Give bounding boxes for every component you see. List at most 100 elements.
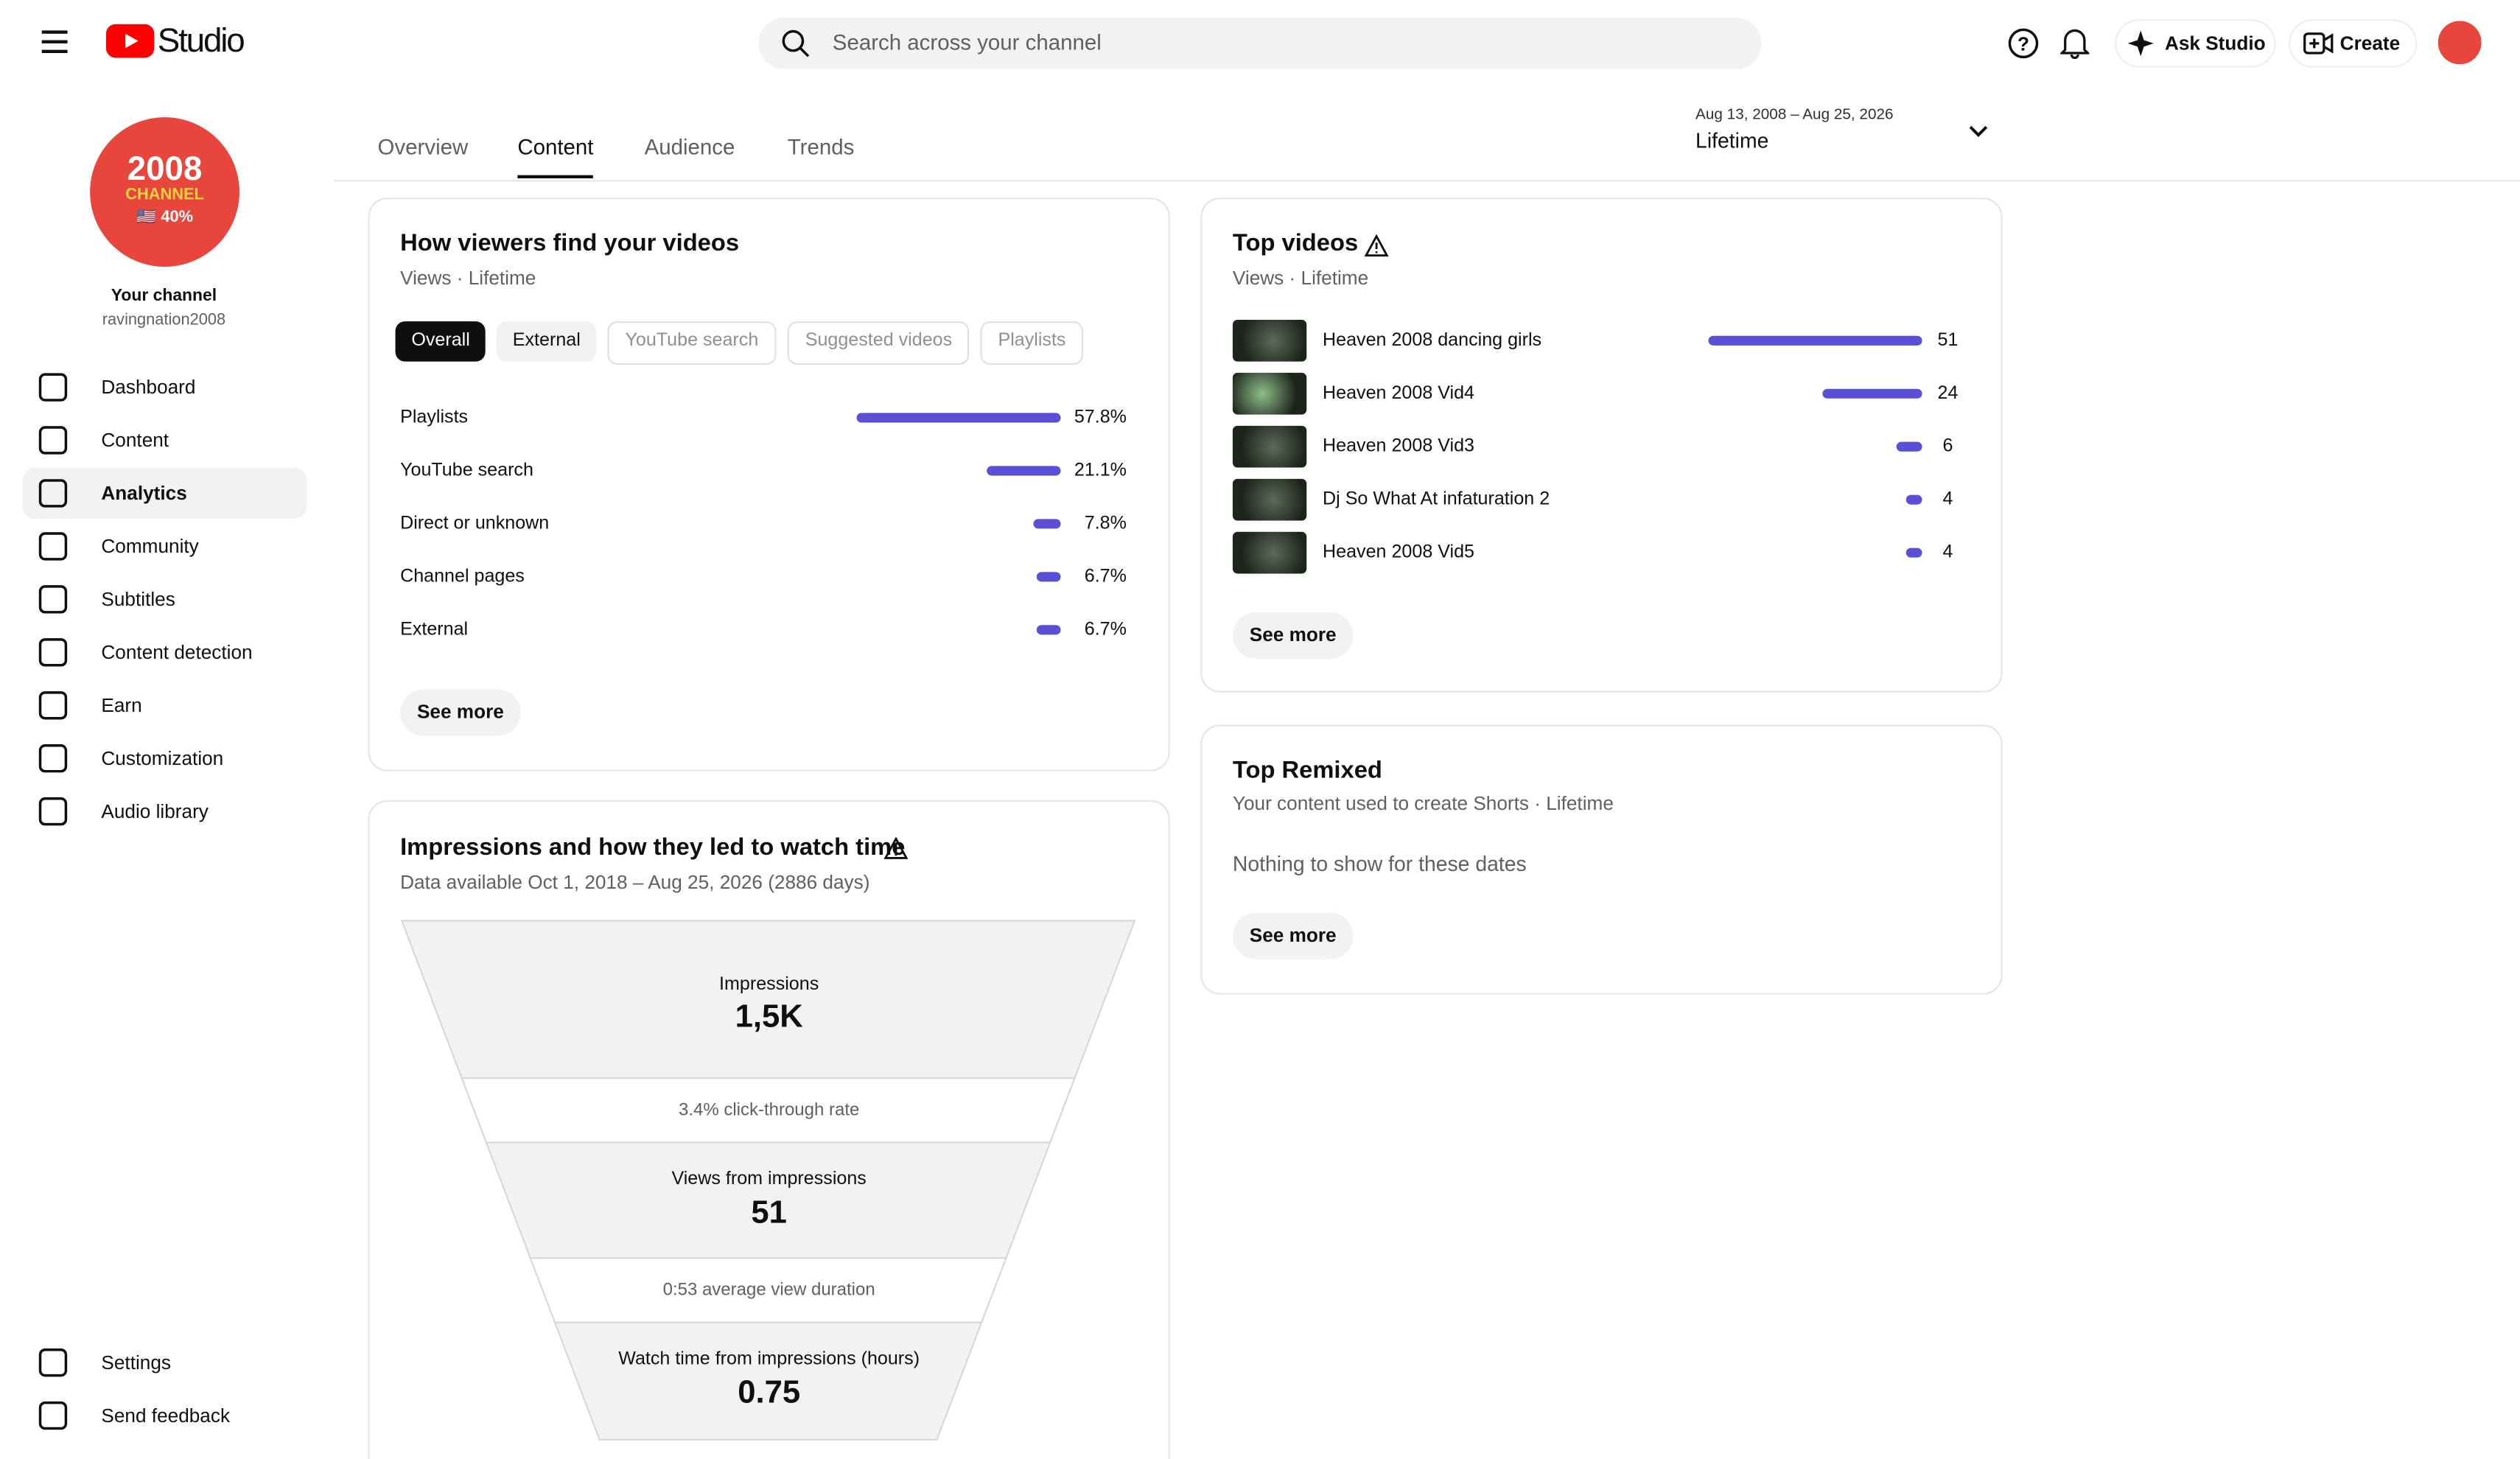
filter-chip[interactable]: YouTube search (607, 321, 777, 365)
nav-item[interactable]: Dashboard (101, 376, 196, 399)
card-title: Top Remixed (1232, 757, 1382, 785)
see-more-button[interactable]: See more (400, 689, 521, 736)
top-remixed-card: Top Remixed Your content used to create … (1200, 724, 2003, 995)
tab-underline (517, 175, 593, 179)
nav-item[interactable]: Send feedback (101, 1404, 231, 1427)
video-title[interactable]: Heaven 2008 Vid5 (1323, 543, 1474, 563)
tab[interactable]: Overview (377, 135, 469, 159)
nav-item[interactable]: Community (101, 535, 199, 558)
video-thumbnail[interactable] (1232, 531, 1307, 574)
logo-text[interactable]: Studio (157, 22, 245, 60)
nav-icon (38, 797, 68, 833)
views-value: 24 (1937, 384, 1959, 404)
date-label[interactable]: Lifetime (1695, 128, 1769, 153)
nav-item[interactable]: Subtitles (101, 588, 175, 611)
tab[interactable]: Audience (644, 135, 735, 159)
source-bar (986, 466, 1061, 476)
tab[interactable]: Trends (787, 135, 855, 159)
nav-icon (38, 1401, 68, 1436)
video-thumbnail[interactable] (1232, 372, 1307, 415)
card-subtitle: Views · Lifetime (400, 266, 536, 290)
source-name: External (400, 620, 469, 640)
filter-chip[interactable]: Suggested videos (787, 321, 970, 365)
card-title: Top videos (1232, 229, 1359, 257)
video-title[interactable]: Heaven 2008 Vid3 (1323, 437, 1474, 457)
traffic-card: How viewers find your videos Views · Lif… (368, 197, 1170, 772)
nav-item[interactable]: Audio library (101, 800, 209, 823)
top-videos-card: Top videos Views · Lifetime See more Hea… (1200, 197, 2003, 693)
warning-icon (883, 837, 909, 859)
nav-item[interactable]: Content (101, 429, 169, 452)
avatar-text: CHANNEL (125, 186, 204, 204)
funnel-gap (461, 1077, 1077, 1144)
nav-icon (38, 426, 68, 461)
source-bar (1033, 519, 1061, 529)
empty-message: Nothing to show for these dates (1232, 851, 1527, 876)
nav-icon (38, 1348, 68, 1384)
views-value: 4 (1942, 543, 1953, 563)
video-title[interactable]: Heaven 2008 dancing girls (1323, 331, 1542, 351)
channel-avatar[interactable]: 2008 CHANNEL 🇺🇸 40% (90, 117, 239, 267)
nav-active-bg (22, 467, 307, 519)
nav-icon (38, 744, 68, 780)
source-bar (856, 413, 1061, 423)
nav-icon (38, 373, 68, 408)
source-name: Direct or unknown (400, 514, 550, 533)
account-avatar[interactable] (2437, 21, 2482, 65)
card-subtitle: Your content used to create Shorts · Lif… (1232, 792, 1614, 815)
views-bar (1905, 494, 1922, 505)
views-value: 4 (1942, 490, 1953, 510)
notifications-icon[interactable] (2060, 26, 2090, 60)
tab[interactable]: Content (517, 135, 594, 159)
date-dropdown[interactable] (1967, 124, 1990, 140)
channel-handle: ravingnation2008 (102, 312, 226, 330)
nav-item[interactable]: Settings (101, 1351, 171, 1374)
menu-icon[interactable] (41, 29, 69, 55)
funnel (400, 920, 1136, 1441)
channel-label: Your channel (111, 286, 217, 306)
date-range: Aug 13, 2008 – Aug 25, 2026 (1695, 105, 1894, 124)
filter-chip[interactable]: Overall (395, 321, 486, 362)
svg-text:?: ? (2017, 33, 2029, 55)
video-title[interactable]: Dj So What At infaturation 2 (1323, 490, 1550, 510)
views-bar (1905, 547, 1922, 558)
views-bar (1897, 441, 1922, 452)
video-thumbnail[interactable] (1232, 478, 1307, 521)
nav-item[interactable]: Earn (101, 694, 142, 717)
stage-value: 0.75 (738, 1375, 801, 1411)
search-box[interactable]: Search across your channel (758, 17, 1762, 69)
views-value: 51 (1937, 331, 1959, 351)
sparkle-icon (2127, 30, 2154, 57)
video-title[interactable]: Heaven 2008 Vid4 (1323, 384, 1474, 404)
nav-icon (38, 479, 68, 514)
stage-label: Watch time from impressions (hours) (618, 1349, 920, 1369)
help-icon[interactable]: ? (2007, 27, 2040, 60)
rate-note: 3.4% click-through rate (678, 1100, 860, 1120)
source-value: 21.1% (1074, 461, 1127, 480)
filter-chip[interactable]: External (496, 321, 597, 362)
tabs-divider (334, 180, 2520, 182)
video-thumbnail[interactable] (1232, 319, 1307, 362)
source-bar (1037, 572, 1061, 582)
video-thumbnail[interactable] (1232, 425, 1307, 468)
search-icon (782, 29, 810, 57)
nav-icon (38, 638, 68, 673)
card-subtitle: Data available Oct 1, 2018 – Aug 25, 202… (400, 870, 870, 894)
funnel-gap (529, 1257, 1007, 1323)
filter-chip[interactable]: Playlists (980, 321, 1084, 365)
nav-item[interactable]: Content detection (101, 641, 253, 664)
nav-item[interactable]: Customization (101, 746, 224, 770)
source-value: 57.8% (1074, 407, 1127, 428)
nav-icon (38, 585, 68, 620)
see-more-button[interactable]: See more (1232, 912, 1354, 959)
nav-icon (38, 691, 68, 727)
create-button[interactable]: Create (2288, 19, 2418, 68)
stage-value: 1,5K (735, 999, 803, 1035)
ask-studio-button[interactable]: Ask Studio (2115, 19, 2276, 68)
nav-icon (38, 532, 68, 567)
nav-item[interactable]: Analytics (101, 482, 187, 505)
card-subtitle: Views · Lifetime (1232, 266, 1369, 290)
see-more-button[interactable]: See more (1232, 612, 1354, 659)
stage-value: 51 (751, 1195, 787, 1231)
